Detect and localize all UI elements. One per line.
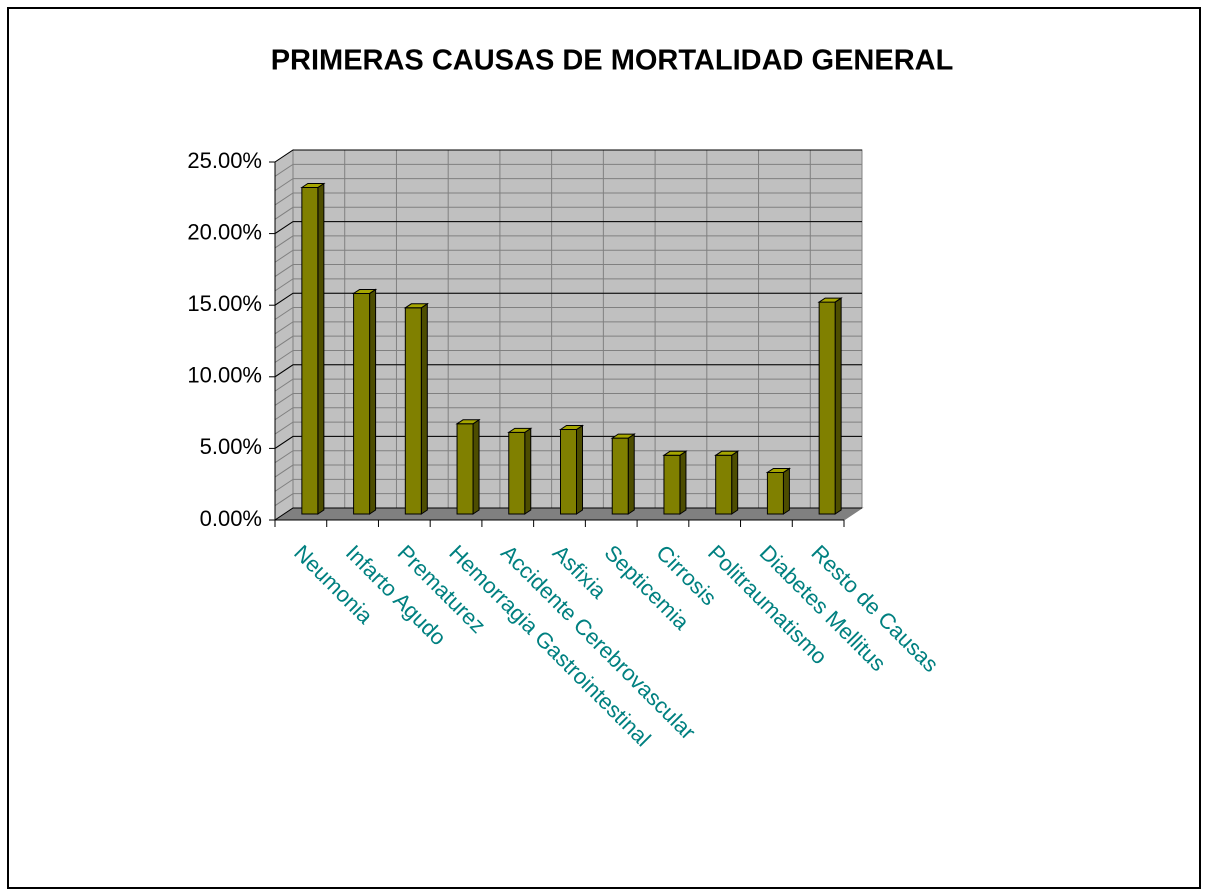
- bar: [507, 427, 533, 515]
- bar-front: [404, 307, 422, 515]
- bar-front: [560, 429, 577, 515]
- minor-grid: [274, 407, 862, 421]
- bar-top: [817, 297, 843, 303]
- bar-side: [731, 450, 739, 515]
- chart-title: PRIMERAS CAUSAS DE MORTALIDAD GENERAL: [271, 45, 954, 77]
- minor-grid: [274, 192, 862, 206]
- bar-side: [679, 450, 687, 515]
- bar: [662, 450, 688, 515]
- minor-grid: [274, 163, 862, 177]
- y-tick-label: 15.00%: [187, 291, 262, 316]
- bar-side: [472, 418, 480, 515]
- minor-grid: [274, 249, 862, 263]
- grid-line: [274, 364, 862, 378]
- bar: [817, 297, 843, 515]
- bar-front: [715, 454, 733, 515]
- bar-front: [766, 471, 784, 515]
- grid-line: [274, 149, 862, 163]
- bar: [558, 424, 585, 515]
- grid-line: [274, 435, 862, 449]
- bar-top: [714, 450, 740, 456]
- bar-side: [317, 182, 325, 515]
- minor-grid: [274, 307, 862, 320]
- bar-side: [576, 424, 583, 515]
- bar-top: [455, 419, 481, 425]
- bar-side: [834, 297, 842, 515]
- y-tick-label: 5.00%: [200, 434, 262, 459]
- minor-grid: [274, 349, 862, 363]
- minor-grid: [274, 264, 862, 277]
- bar-front: [818, 301, 836, 515]
- y-tick-label: 20.00%: [187, 219, 262, 244]
- bar-side: [420, 302, 428, 515]
- minor-grid: [274, 378, 862, 392]
- bar-side: [369, 288, 377, 515]
- y-tick-label: 10.00%: [187, 363, 262, 388]
- grid-line: [274, 221, 862, 235]
- bar: [403, 302, 429, 515]
- bar-top: [662, 450, 688, 456]
- minor-grid: [274, 206, 862, 220]
- minor-grid: [274, 278, 862, 292]
- bar-top: [403, 303, 429, 309]
- bar-top: [300, 183, 326, 189]
- bar-side: [782, 467, 790, 515]
- minor-grid: [274, 235, 862, 249]
- bar-side: [524, 427, 532, 515]
- minor-grid: [274, 335, 862, 349]
- bar: [714, 450, 740, 515]
- y-tick-label: 25.00%: [187, 148, 262, 173]
- bar-top: [507, 427, 533, 433]
- bar-side: [627, 433, 635, 515]
- bar: [610, 433, 636, 515]
- bar: [455, 418, 481, 515]
- bar: [300, 182, 326, 515]
- y-tick-label: 0.00%: [200, 506, 262, 531]
- bar-front: [663, 454, 681, 515]
- bar: [765, 467, 792, 515]
- minor-grid: [274, 392, 862, 406]
- bar-front: [456, 423, 474, 515]
- grid-line: [274, 292, 862, 306]
- minor-grid: [274, 178, 862, 192]
- bar-top: [351, 288, 378, 294]
- minor-grid: [274, 450, 862, 464]
- bar-front: [301, 187, 319, 515]
- bar-top: [610, 433, 636, 439]
- minor-grid: [274, 421, 862, 435]
- bar-top: [765, 467, 792, 473]
- bar-front: [611, 437, 629, 515]
- side-wall: [274, 149, 294, 521]
- bar: [351, 288, 378, 515]
- bar-top: [558, 425, 585, 431]
- bar-front: [508, 431, 526, 515]
- minor-grid: [274, 321, 862, 335]
- bar-front: [353, 292, 371, 515]
